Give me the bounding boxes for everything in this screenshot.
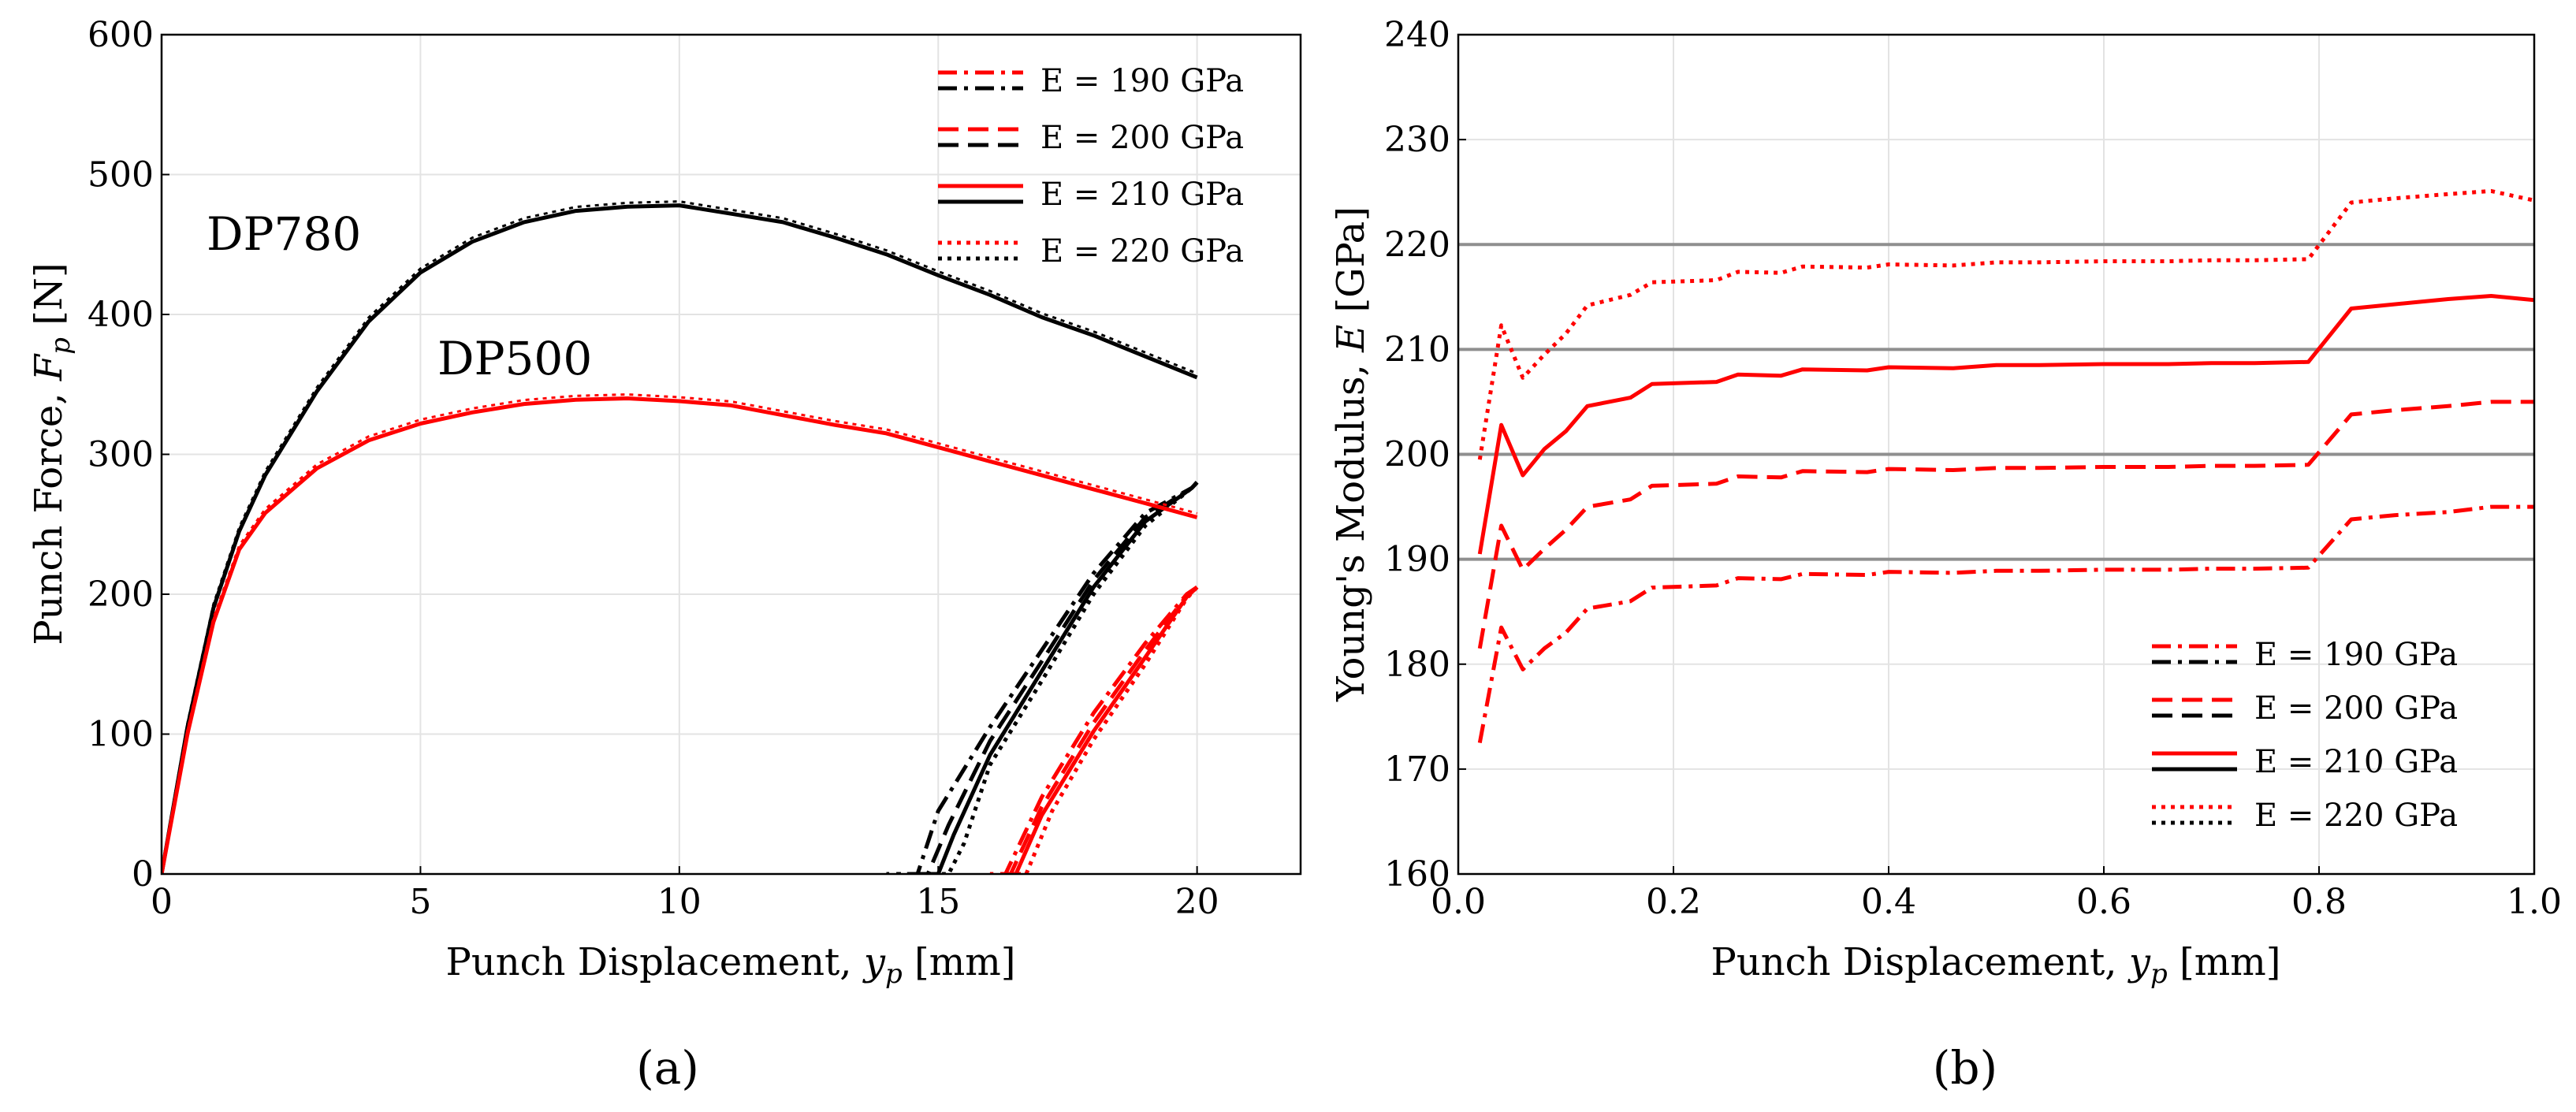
y-tick-label: 600: [87, 15, 154, 55]
y-tick-label: 210: [1384, 329, 1450, 370]
series-group-a: [162, 200, 1199, 874]
y-tick-label: 400: [87, 295, 154, 335]
y-tick-label: 200: [1384, 435, 1450, 475]
x-tick-label: 0.2: [1646, 882, 1701, 922]
legend-entry-label: E = 210 GPa: [2254, 744, 2458, 780]
x-tick-label: 0.6: [2076, 882, 2131, 922]
legend-entry-label: E = 220 GPa: [1040, 233, 1244, 270]
series-line: [1477, 400, 2534, 649]
series-line: [886, 481, 1199, 874]
series-line: [1000, 586, 1199, 874]
x-axis-label-b: Punch Displacement, yp [mm]: [1711, 940, 2281, 990]
y-tick-label: 220: [1384, 225, 1450, 265]
x-tick-label: 10: [657, 882, 702, 922]
reference-lines-b: [1458, 243, 2534, 561]
y-tick-label: 200: [87, 575, 154, 615]
legend-entry-label: E = 190 GPa: [1040, 63, 1244, 99]
legend-entry-label: E = 220 GPa: [2254, 798, 2458, 834]
x-tick-label: 1.0: [2507, 882, 2562, 922]
series-line: [1477, 504, 2534, 744]
caption-a: (a): [636, 1041, 699, 1095]
series-line-overlay: [162, 200, 1198, 871]
series-line: [1477, 188, 2534, 460]
x-tick-label: 0.8: [2291, 882, 2347, 922]
x-tick-label: 15: [916, 882, 960, 922]
y-tick-label: 240: [1384, 15, 1450, 55]
caption-b: (b): [1933, 1041, 1997, 1095]
x-tick-label: 20: [1175, 882, 1219, 922]
axes-frame-a: [160, 33, 1302, 876]
y-axis-label-a: Punch Force, Fp [N]: [27, 262, 76, 645]
series-line: [162, 203, 1198, 874]
x-tick-label: 5: [409, 882, 431, 922]
x-tick-label: 0: [151, 882, 173, 922]
legend-a: E = 190 GPa E = 200 GPa E = 210 GPa E = 220…: [938, 63, 1244, 270]
legend-entry-label: E = 210 GPa: [1040, 177, 1244, 213]
series-line: [162, 396, 1198, 874]
x-tick-label: 0.0: [1431, 882, 1486, 922]
series-line: [896, 481, 1199, 874]
chart-panel-b: 0.0 0.2 0.4 0.6 0.8 1.0 160 170 180 190 200 210 220 2…: [1329, 15, 2562, 990]
tick-labels-b: 0.0 0.2 0.4 0.6 0.8 1.0 160 170 180 190 200 210 220 2…: [1384, 15, 2562, 922]
annotation-dp500: DP500: [437, 332, 592, 385]
axes-frame-b: [1457, 33, 2536, 876]
y-tick-label: 160: [1384, 854, 1450, 894]
legend-entry-label: E = 200 GPa: [2254, 690, 2458, 727]
y-tick-label: 190: [1384, 540, 1450, 580]
y-tick-label: 100: [87, 715, 154, 755]
legend-b: E = 190 GPa E = 200 GPa E = 210 GPa E = 220…: [2152, 637, 2458, 834]
legend-entry-label: E = 190 GPa: [2254, 637, 2458, 673]
y-tick-label: 230: [1384, 120, 1450, 160]
series-line: [906, 481, 1199, 874]
y-tick-label: 300: [87, 435, 154, 475]
y-tick-label: 0: [132, 854, 154, 894]
legend-entry-label: E = 200 GPa: [1040, 120, 1244, 156]
y-tick-label: 170: [1384, 749, 1450, 790]
x-axis-label-a: Punch Displacement, yp [mm]: [446, 940, 1016, 990]
series-line: [1477, 294, 2534, 555]
y-tick-label: 500: [87, 155, 154, 195]
series-group-b: [1477, 188, 2534, 744]
annotation-dp780: DP780: [207, 207, 361, 261]
x-tick-label: 0.4: [1861, 882, 1916, 922]
y-tick-label: 180: [1384, 645, 1450, 685]
y-axis-label-b: Young's Modulus, E [GPa]: [1329, 206, 1373, 702]
series-line-overlay: [162, 392, 1197, 871]
